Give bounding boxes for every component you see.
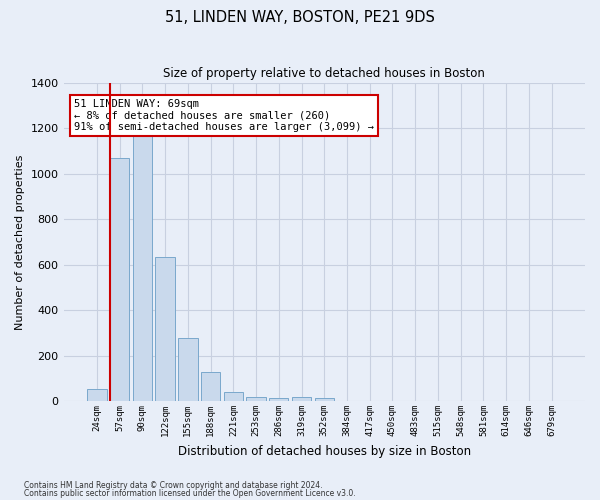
Bar	[269, 398, 289, 401]
Bar	[292, 396, 311, 401]
X-axis label: Distribution of detached houses by size in Boston: Distribution of detached houses by size …	[178, 444, 471, 458]
Bar	[314, 398, 334, 401]
Bar	[178, 338, 197, 401]
Bar	[87, 388, 107, 401]
Bar	[133, 133, 152, 401]
Bar	[247, 397, 266, 401]
Bar	[201, 372, 220, 401]
Text: 51 LINDEN WAY: 69sqm
← 8% of detached houses are smaller (260)
91% of semi-detac: 51 LINDEN WAY: 69sqm ← 8% of detached ho…	[74, 99, 374, 132]
Text: 51, LINDEN WAY, BOSTON, PE21 9DS: 51, LINDEN WAY, BOSTON, PE21 9DS	[165, 10, 435, 25]
Bar	[224, 392, 243, 401]
Text: Contains public sector information licensed under the Open Government Licence v3: Contains public sector information licen…	[24, 488, 356, 498]
Title: Size of property relative to detached houses in Boston: Size of property relative to detached ho…	[163, 68, 485, 80]
Bar	[155, 257, 175, 401]
Bar	[110, 158, 130, 401]
Y-axis label: Number of detached properties: Number of detached properties	[15, 154, 25, 330]
Text: Contains HM Land Registry data © Crown copyright and database right 2024.: Contains HM Land Registry data © Crown c…	[24, 481, 323, 490]
